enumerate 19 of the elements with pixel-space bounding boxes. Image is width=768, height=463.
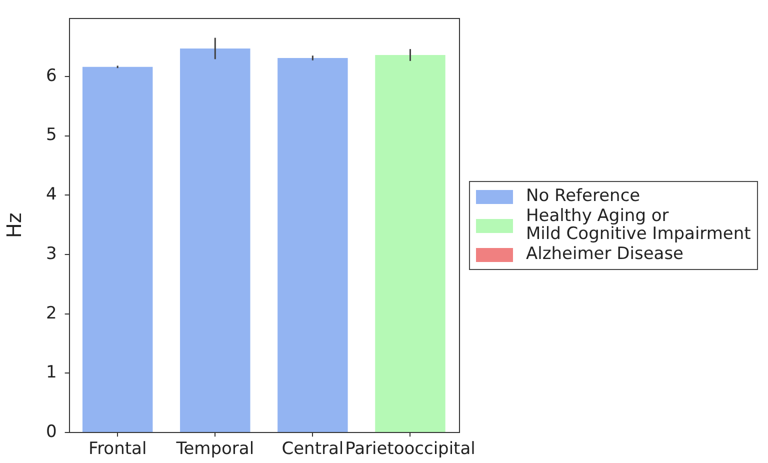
y-tick-label: 1 [46, 362, 57, 383]
bar [82, 66, 153, 432]
bar [375, 55, 446, 432]
y-tick-label: 3 [46, 244, 57, 264]
x-tick-label: Central [282, 439, 344, 460]
legend-label: Healthy Aging or Mild Cognitive Impairment [526, 206, 751, 244]
y-tick-label: 0 [46, 422, 57, 442]
y-tick-label: 4 [46, 184, 57, 205]
legend-label: Alzheimer Disease [526, 244, 684, 264]
x-tick-label: Temporal [175, 439, 254, 460]
x-tick-label: Frontal [88, 439, 147, 460]
y-tick-label: 5 [46, 125, 57, 146]
bar [180, 48, 250, 432]
x-tick-label: Parietooccipital [345, 439, 476, 460]
bar [278, 58, 348, 432]
y-tick-label: 2 [46, 303, 57, 324]
y-tick-label: 6 [46, 66, 57, 86]
legend-label: No Reference [526, 186, 640, 206]
y-axis-title: Hz [2, 212, 26, 238]
